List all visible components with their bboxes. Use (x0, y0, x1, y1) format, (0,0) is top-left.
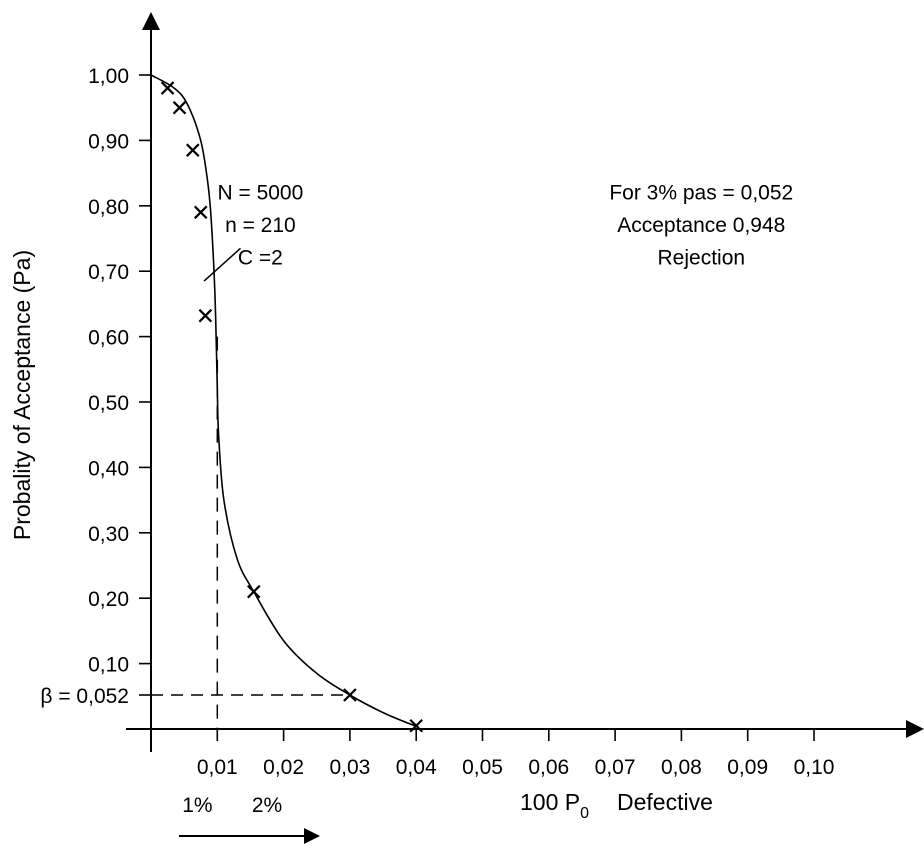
parameter-annotation: C =2 (238, 247, 283, 270)
x-tick-label: 0,07 (595, 756, 636, 779)
axes (126, 12, 924, 752)
y-tick-label: 0,40 (88, 457, 129, 480)
y-tick-label: 0,50 (88, 392, 129, 415)
percent-labels: 1% 2% (182, 794, 282, 817)
y-ticks: 0,10 0,20 0,30 0,40 0,50 0,60 0,70 0,80 0,90 1,00 (88, 65, 151, 677)
callout-line (203, 247, 242, 282)
x-tick-label: 0,06 (528, 756, 569, 779)
x-axis-arrow (906, 720, 924, 738)
data-point-marker (172, 100, 187, 115)
data-point-marker (198, 308, 213, 323)
risk-note: Rejection (658, 247, 746, 270)
y-axis-title: Probality of Acceptance (Pa) (9, 250, 35, 540)
y-tick-label: 0,30 (88, 523, 129, 546)
percent-label: 1% (182, 794, 212, 817)
y-tick-label: 1,00 (88, 65, 129, 88)
x-tick-label: 0,08 (661, 756, 702, 779)
y-tick-label: 0,90 (88, 130, 129, 153)
parameter-annotation: n = 210 (225, 214, 296, 237)
y-axis-arrow (142, 12, 160, 30)
data-point-marker (409, 718, 423, 733)
parameter-annotation: N = 5000 (217, 181, 303, 204)
risk-note: Acceptance 0,948 (617, 214, 785, 237)
data-markers (160, 81, 423, 733)
direction-arrow-head (304, 828, 320, 844)
x-tick-label: 0,01 (197, 756, 238, 779)
x-tick-label: 0,05 (462, 756, 503, 779)
x-tick-label: 0,03 (329, 756, 370, 779)
x-tick-label: 0,09 (727, 756, 768, 779)
data-point-marker (193, 205, 208, 220)
x-ticks: 0,01 0,02 0,03 0,04 0,05 0,06 0,07 0,08 0,09 0,10 (197, 729, 835, 779)
x-tick-label: 0,10 (794, 756, 835, 779)
annotations: N = 5000 n = 210 C =2 For 3% pas = 0,052 Acc… (217, 181, 793, 269)
x-axis-title-main: 100 P (520, 789, 580, 815)
x-tick-label: 0,04 (396, 756, 437, 779)
x-axis-title-suffix: Defective (617, 789, 713, 815)
y-tick-label: 0,10 (88, 654, 129, 677)
risk-note: For 3% pas = 0,052 (609, 181, 793, 204)
y-tick-label: 0,20 (88, 588, 129, 611)
y-tick-label: 0,70 (88, 261, 129, 284)
x-tick-label: 0,02 (263, 756, 304, 779)
oc-curve (150, 74, 417, 728)
data-point-marker (160, 81, 175, 95)
x-axis-title-subscript: 0 (580, 805, 589, 822)
y-tick-label: 0,60 (88, 327, 129, 350)
percent-label: 2% (252, 794, 282, 817)
data-point-marker (343, 688, 357, 702)
data-point-marker (185, 143, 200, 157)
x-axis-title: 100 P0 Defective (520, 789, 713, 822)
data-point-marker (246, 584, 261, 599)
y-tick-label: 0,80 (88, 196, 129, 219)
guide-lines: β = 0,052 (40, 336, 350, 729)
beta-label: β = 0,052 (40, 685, 129, 708)
